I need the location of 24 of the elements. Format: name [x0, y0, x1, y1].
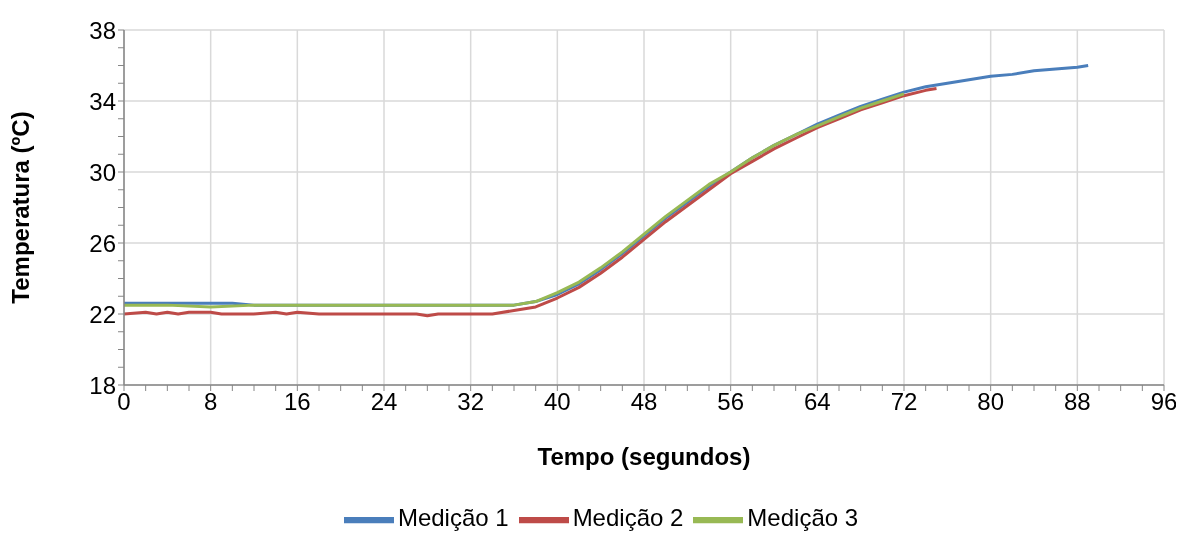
y-tick-label: 26 [89, 229, 116, 257]
x-tick-label: 56 [717, 388, 745, 416]
x-tick-label: 16 [283, 388, 311, 416]
x-tick-label: 88 [1063, 388, 1091, 416]
x-tick-label: 96 [1150, 388, 1178, 416]
x-tick-label: 32 [457, 388, 485, 416]
x-tick-label: 48 [630, 388, 658, 416]
y-tick-label: 38 [89, 16, 116, 44]
y-tick-label: 30 [89, 158, 116, 186]
legend-label: Medição 3 [747, 504, 859, 532]
x-tick-label: 24 [370, 388, 398, 416]
x-tick-label: 8 [203, 388, 218, 416]
y-tick-label: 34 [89, 87, 116, 115]
y-tick-label: 22 [89, 300, 116, 328]
legend-label: Medição 2 [572, 504, 684, 532]
x-axis-title: Tempo (segundos) [537, 443, 751, 470]
x-tick-label: 80 [977, 388, 1005, 416]
x-tick-label: 40 [543, 388, 571, 416]
x-tick-label: 72 [890, 388, 918, 416]
x-tick-label: 0 [117, 388, 131, 416]
legend-label: Medição 1 [397, 504, 509, 532]
y-tick-label: 18 [89, 371, 116, 399]
x-tick-label: 64 [803, 388, 831, 416]
y-axis-title: Temperatura (ºC) [6, 111, 34, 304]
